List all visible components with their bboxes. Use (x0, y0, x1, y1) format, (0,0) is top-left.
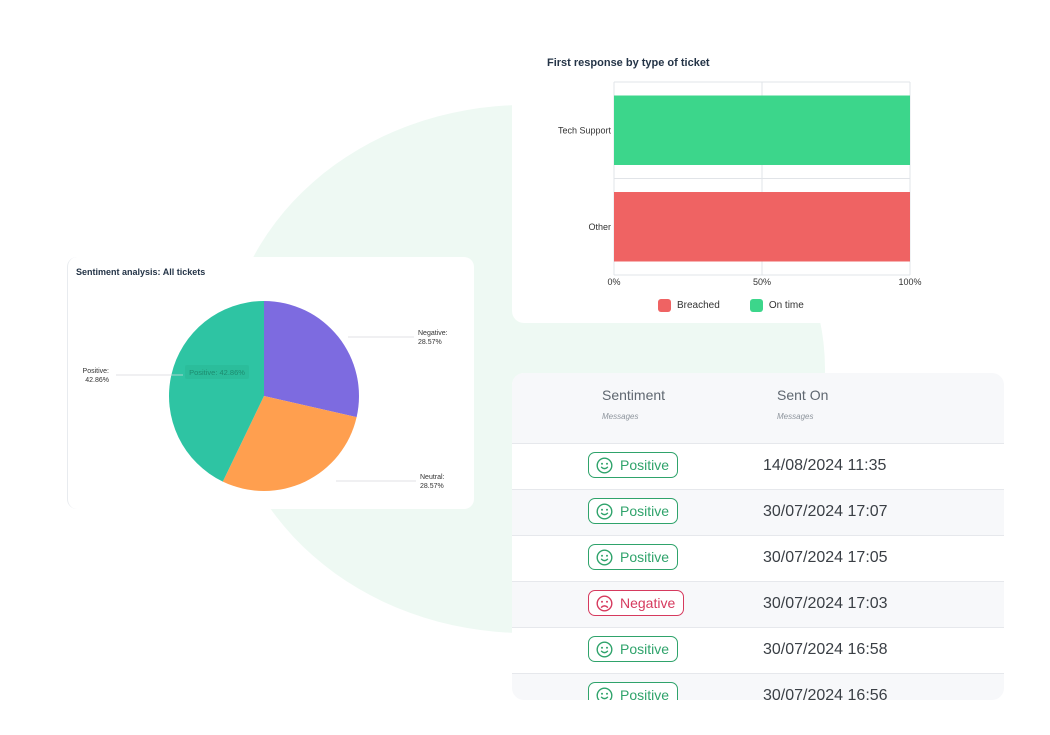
pie-value-neutral: 28.57% (420, 483, 444, 490)
sentiment-badge: Positive (588, 682, 679, 700)
sentiment-label: Positive (620, 503, 670, 519)
sent-on-cell: 30/07/2024 17:07 (763, 503, 888, 520)
sentiment-badge: Positive (588, 636, 679, 662)
table-row[interactable]: Positive 30/07/2024 16:56 (512, 674, 1004, 700)
smile-icon (596, 502, 613, 520)
legend-label-on-time: On time (768, 300, 804, 311)
sentiment-label: Positive (620, 641, 670, 657)
sentiment-label: Positive (620, 687, 670, 700)
y-category-label-tech-support: Tech Support (558, 125, 612, 135)
column-subtitle-sent-on: Messages (777, 412, 814, 421)
sentiment-label: Negative (620, 595, 676, 611)
column-title-sent-on: Sent On (777, 387, 829, 403)
legend-item-breached[interactable]: Breached (658, 299, 720, 312)
x-tick-label-2: 100% (898, 277, 921, 287)
legend-swatch-on-time (749, 299, 763, 312)
bar-chart-title: First response by type of ticket (547, 57, 710, 69)
column-subtitle-sentiment: Messages (602, 412, 639, 421)
pie-label-positive: Positive: (83, 368, 110, 375)
sentiment-label: Positive (620, 549, 670, 565)
sent-on-cell: 30/07/2024 16:58 (763, 641, 888, 658)
y-category-label-other: Other (588, 222, 611, 232)
legend-label-breached: Breached (677, 300, 720, 311)
sent-on-cell: 14/08/2024 11:35 (763, 457, 887, 474)
sentiment-badge: Negative (588, 590, 685, 616)
sentiment-badge: Positive (588, 498, 679, 524)
messages-table: Sentiment Messages Sent On Messages Posi… (512, 373, 1004, 700)
first-response-bar-chart: 0% 50% 100% Tech Support Other (558, 81, 922, 287)
sentiment-badge: Positive (588, 544, 679, 570)
sentiment-pie-chart: Negative: 28.57% Neutral: 28.57% Positive: 42… (83, 301, 448, 491)
sent-on-cell: 30/07/2024 17:05 (763, 549, 888, 566)
sentiment-pie-card: Sentiment analysis: All tickets Negative… (67, 257, 474, 509)
smile-icon (596, 640, 613, 658)
pie-tooltip-text: Positive: 42.86% (189, 368, 245, 377)
table-row[interactable]: Negative 30/07/2024 17:03 (512, 582, 1004, 628)
table-header: Sentiment Messages Sent On Messages (512, 373, 1004, 444)
smile-icon (596, 456, 613, 474)
bar-tech-support-on-time (614, 95, 910, 165)
column-header-sent-on[interactable]: Sent On Messages (777, 387, 828, 421)
smile-icon (596, 548, 613, 566)
pie-label-neutral: Neutral: (420, 474, 445, 481)
pie-value-negative: 28.57% (418, 339, 442, 346)
sentiment-label: Positive (620, 457, 670, 473)
pie-value-positive: 42.86% (85, 377, 109, 384)
table-body: Positive 14/08/2024 11:35 Positive 30/07/20… (512, 444, 1004, 700)
table-row[interactable]: Positive 30/07/2024 16:58 (512, 628, 1004, 674)
smile-icon (596, 687, 613, 700)
column-header-sentiment[interactable]: Sentiment Messages (602, 387, 665, 421)
pie-slice-positive (169, 301, 264, 482)
table-row[interactable]: Positive 30/07/2024 17:07 (512, 490, 1004, 536)
pie-label-negative: Negative: (418, 330, 448, 337)
bar-other-breached (614, 192, 910, 262)
pie-slice-neutral (222, 396, 357, 491)
pie-chart-title: Sentiment analysis: All tickets (76, 267, 206, 277)
sent-on-cell: 30/07/2024 16:56 (763, 687, 888, 700)
first-response-card: First response by type of ticket 0% 50% 10… (512, 50, 950, 323)
x-tick-label-0: 0% (607, 277, 620, 287)
bar-chart-legend: Breached On time (658, 299, 834, 312)
frown-icon (596, 594, 613, 612)
sentiment-badge: Positive (588, 452, 679, 478)
legend-item-on-time[interactable]: On time (749, 299, 804, 312)
pie-slice-negative (264, 301, 359, 418)
table-row[interactable]: Positive 14/08/2024 11:35 (512, 444, 1004, 490)
x-tick-label-1: 50% (753, 277, 771, 287)
pie-tooltip-box (185, 365, 249, 379)
sent-on-cell: 30/07/2024 17:03 (763, 595, 888, 612)
legend-swatch-breached (658, 299, 671, 312)
table-row[interactable]: Positive 30/07/2024 17:05 (512, 536, 1004, 582)
column-title-sentiment: Sentiment (602, 387, 666, 403)
